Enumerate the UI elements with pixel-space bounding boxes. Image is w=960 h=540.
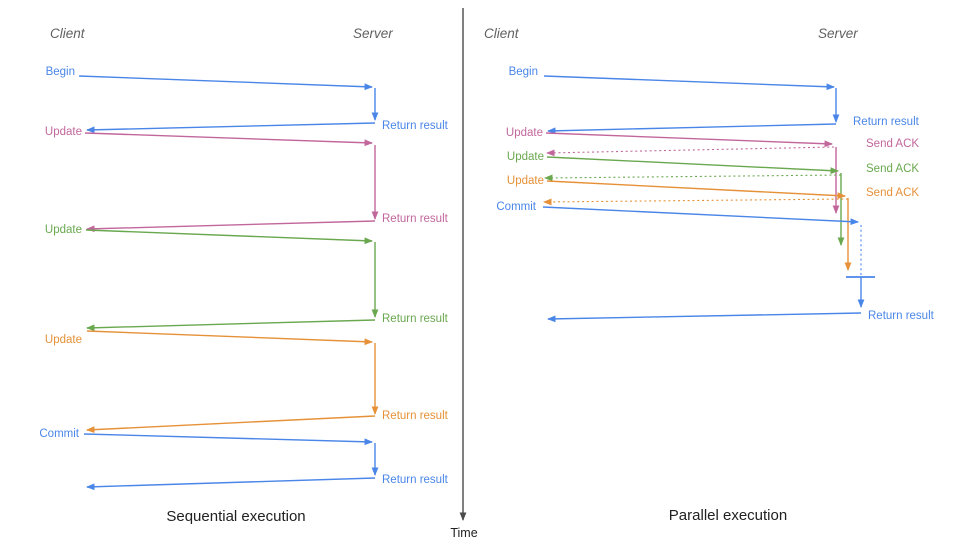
response-arrow [547,312,862,323]
request-label: Update [507,175,544,187]
response-arrow [86,319,376,332]
client-header: Client [484,26,520,41]
response-label: Return result [382,213,449,225]
request-arrow [546,180,846,200]
request-arrow [542,206,859,226]
request-arrow [85,229,373,245]
request-label: Commit [496,201,536,213]
time-axis: Time [450,8,478,540]
ack-return-dotted-arrow [543,198,849,206]
request-label: Begin [509,66,538,78]
seq-message-begin: Begin Return result [46,66,449,134]
seq-message-commit: Commit Return result [39,428,449,491]
response-label: Return result [853,116,920,128]
client-header: Client [50,26,86,41]
response-arrow [86,122,376,134]
time-axis-label: Time [450,526,477,540]
server-header: Server [818,26,858,41]
ack-return-dotted-arrow [546,146,835,157]
par-message-begin: Begin Return result [509,66,920,135]
server-header: Server [353,26,393,41]
response-label: Return result [868,310,935,322]
request-label: Update [45,224,82,236]
panel-sequential: Client Server Begin Return result Update… [39,26,448,525]
request-arrow [83,433,373,446]
request-arrow [545,132,833,148]
par-message-update-1: Update Send ACK [506,127,919,214]
panel-parallel: Client Server Begin Return result Update… [484,26,935,524]
response-arrow [86,415,376,434]
par-message-update-2: Update Send ACK [507,151,919,246]
request-label: Update [45,126,82,138]
response-arrow [547,123,837,135]
panel-caption: Parallel execution [669,507,787,524]
request-arrow [543,75,835,91]
request-label: Update [45,334,82,346]
request-arrow [78,75,373,91]
seq-message-update-2: Update Return result [45,224,449,332]
request-arrow [546,156,839,175]
response-arrow [86,477,376,491]
response-label: Return result [382,120,449,132]
request-label: Update [506,127,543,139]
request-label: Commit [39,428,79,440]
response-label: Return result [382,313,449,325]
ack-label: Send ACK [866,138,919,150]
request-label: Update [507,151,544,163]
panel-caption: Sequential execution [166,508,305,525]
ack-label: Send ACK [866,163,919,175]
seq-message-update-3: Update Return result [45,330,449,434]
response-label: Return result [382,410,449,422]
par-message-commit: Commit Return result [496,201,935,323]
request-arrow [86,330,373,346]
request-label: Begin [46,66,75,78]
response-arrow [86,220,376,233]
response-label: Return result [382,474,449,486]
request-arrow [84,132,373,147]
par-message-update-3: Update Send ACK [507,175,919,271]
ack-label: Send ACK [866,187,919,199]
ack-return-dotted-arrow [544,174,842,182]
seq-message-update-1: Update Return result [45,126,449,233]
